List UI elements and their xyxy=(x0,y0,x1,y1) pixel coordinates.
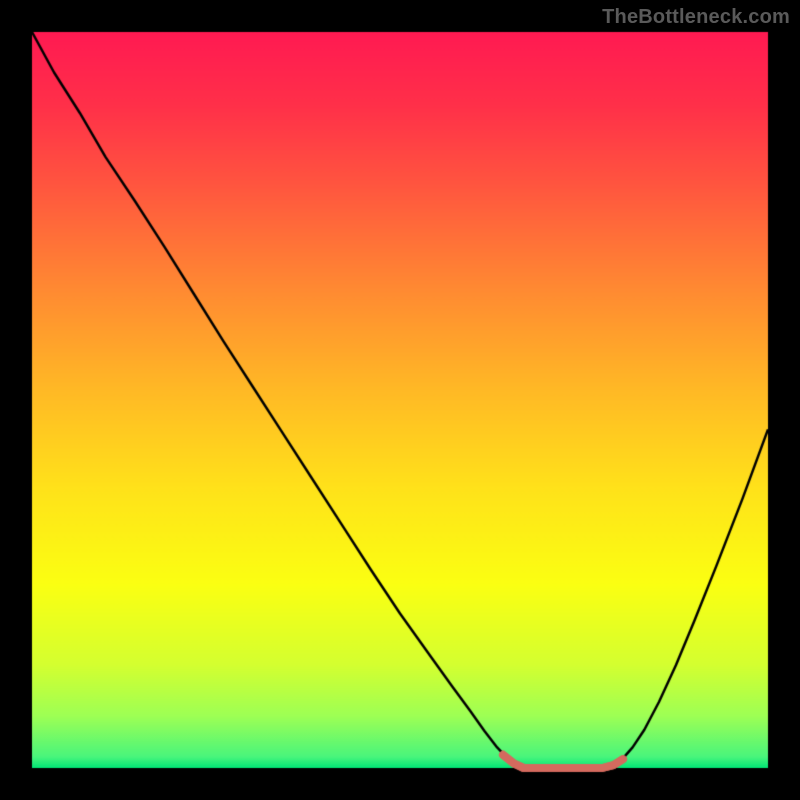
bottleneck-curve-chart xyxy=(0,0,800,800)
watermark-text: TheBottleneck.com xyxy=(602,6,790,29)
chart-container: TheBottleneck.com xyxy=(0,0,800,800)
